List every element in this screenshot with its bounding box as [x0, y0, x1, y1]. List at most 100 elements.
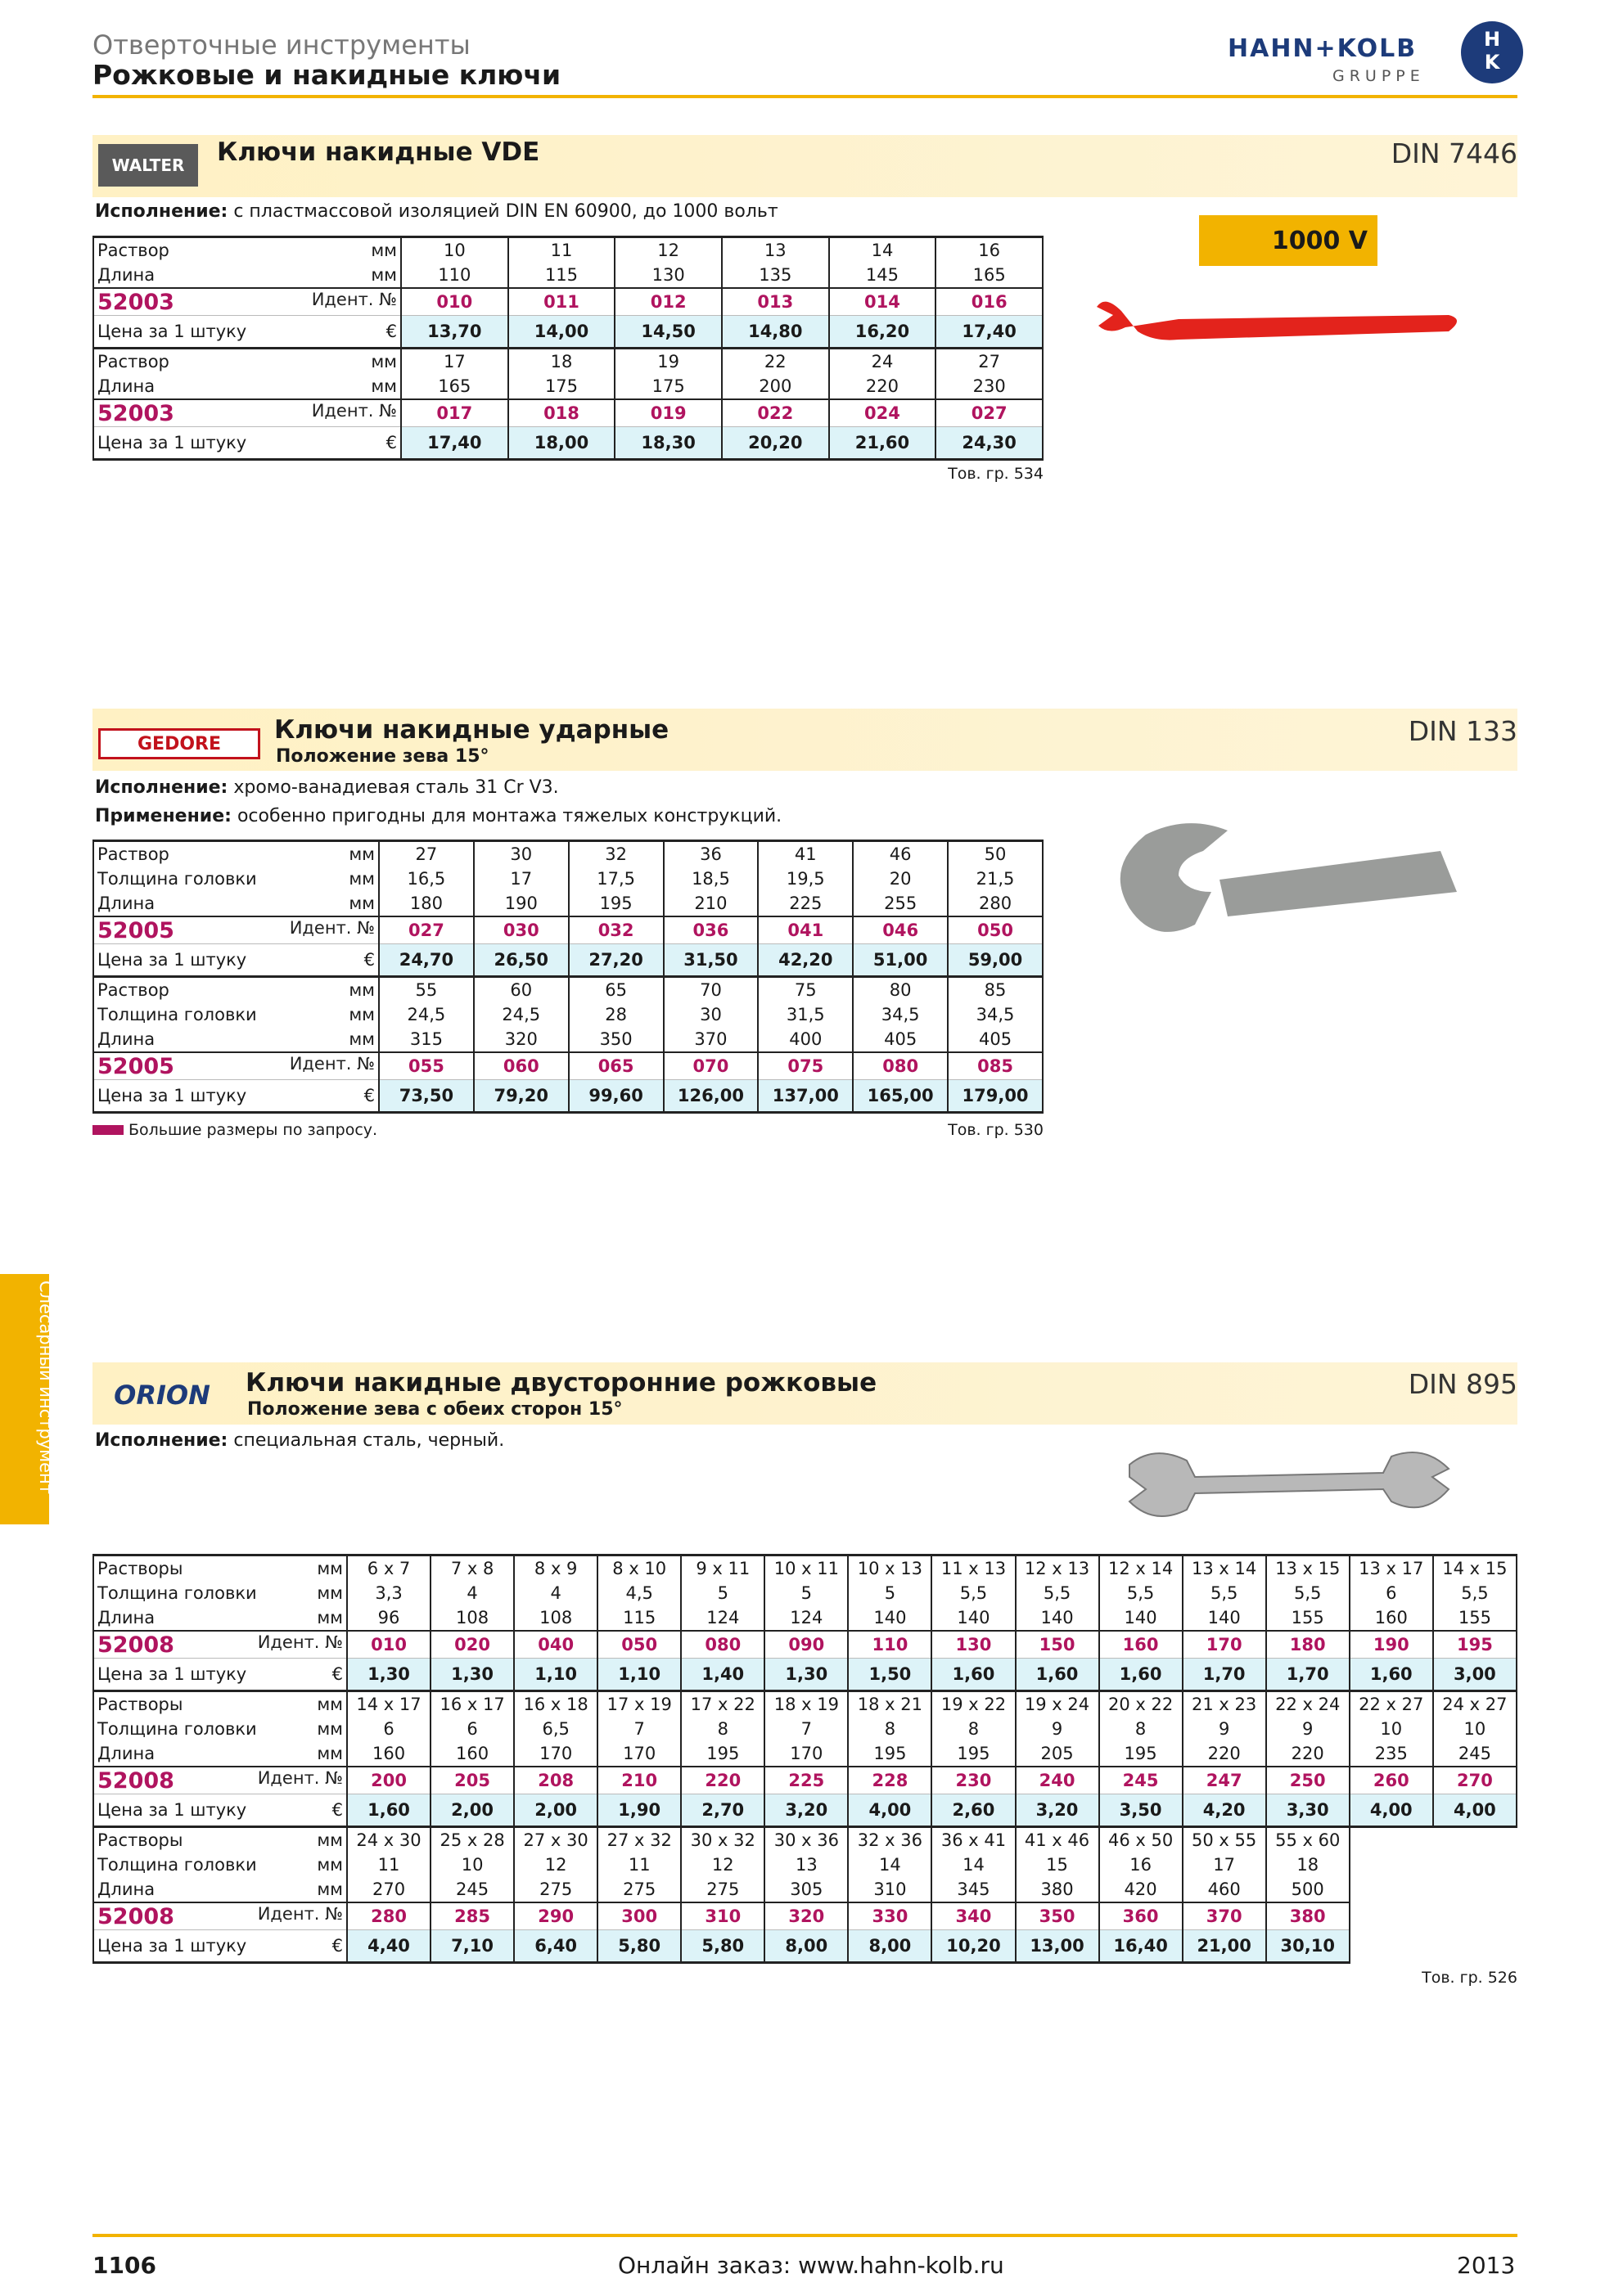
cell: 130: [614, 263, 723, 288]
cell: 5,5: [1181, 1581, 1267, 1605]
cell: 17 x 19: [597, 1690, 683, 1717]
cell: 110: [400, 263, 509, 288]
row-label: Растворы мм: [92, 1554, 348, 1581]
cell: 017: [400, 398, 509, 427]
row-label: 52008 Идент. №: [92, 1766, 348, 1794]
footnote: Большие размеры по запросу.: [92, 1121, 377, 1139]
note-label: Исполнение:: [95, 1430, 228, 1451]
label-text: 52003: [97, 400, 174, 426]
cell: 13: [764, 1853, 850, 1877]
cell: 075: [757, 1051, 854, 1080]
price-row: Цена за 1 штуку €24,70 26,50 27,20 31,50 42,2…: [92, 943, 1044, 978]
label-text: Длина: [97, 1029, 156, 1049]
cell: 115: [597, 1605, 683, 1631]
cell: 275: [513, 1877, 599, 1902]
cell: 170: [764, 1741, 850, 1767]
product-image: [1097, 301, 1457, 340]
cell: 160: [1098, 1630, 1183, 1659]
note: Применение: особенно пригодны для монтаж…: [95, 806, 782, 826]
cell: 11 x 13: [931, 1554, 1017, 1581]
spec-row: Толщина головки мм 24,5 24,5 28 30 31,5 34,5 34,…: [92, 1002, 1044, 1027]
cell: 13,00: [1014, 1929, 1100, 1964]
cell: 195: [680, 1741, 766, 1767]
cell: 18,30: [614, 426, 723, 461]
unit: Идент. №: [257, 1632, 343, 1652]
cell: 180: [378, 891, 475, 916]
spec-row: Толщина головки мм 16,5 17 17,5 18,5 19,5 20 21,…: [92, 867, 1044, 891]
cell: 24,70: [378, 943, 475, 978]
cell: 31,50: [662, 943, 760, 978]
cell: 16,5: [378, 867, 475, 891]
row-label: Цена за 1 штуку €: [92, 943, 380, 978]
cell: 5,5: [1431, 1581, 1518, 1605]
cell: 8: [931, 1717, 1017, 1741]
cell: 3,3: [345, 1581, 432, 1605]
arrow-icon: [92, 1125, 124, 1135]
row-label: Длина мм: [92, 374, 402, 399]
unit: мм: [371, 265, 397, 285]
unit: мм: [349, 894, 375, 913]
row-label: 52003 Идент. №: [92, 287, 402, 316]
cell: 380: [1014, 1877, 1100, 1902]
row-label: Раствор мм: [92, 840, 380, 867]
cell: 80: [852, 975, 949, 1002]
cell: 1,60: [931, 1658, 1017, 1692]
row-label: Длина мм: [92, 1605, 348, 1631]
cell: 17,5: [567, 867, 665, 891]
cell: 220: [1265, 1741, 1350, 1767]
unit: мм: [317, 1855, 343, 1875]
cell: 135: [720, 263, 830, 288]
section-band: [92, 709, 1517, 771]
cell: 32: [567, 840, 665, 867]
cell: 51,00: [852, 943, 949, 978]
cell: 9 x 11: [680, 1554, 766, 1581]
label-text: Толщина головки: [97, 1719, 257, 1739]
cell: 140: [1098, 1605, 1183, 1631]
label-text: Цена за 1 штуку: [97, 1936, 247, 1956]
label-text: Толщина головки: [97, 1005, 257, 1024]
cell: 4,00: [1348, 1794, 1434, 1828]
logo-letter: H: [1483, 28, 1501, 51]
cell: 41: [757, 840, 854, 867]
spec-row: Раствор мм 17 18 19 22 24 27: [92, 347, 1044, 374]
cell: 36: [662, 840, 760, 867]
row-label: Растворы мм: [92, 1826, 348, 1853]
label-text: Цена за 1 штуку: [97, 433, 247, 452]
price-row: Цена за 1 штуку €13,70 14,00 14,50 14,80 16,2…: [92, 315, 1044, 349]
spec-row: Раствор мм 10 11 12 13 14 16: [92, 236, 1044, 263]
cell: 17,40: [400, 426, 509, 461]
cell: 140: [931, 1605, 1017, 1631]
row-label: Цена за 1 штуку €: [92, 1079, 380, 1114]
cell: 228: [847, 1766, 933, 1794]
price-row: Цена за 1 штуку €1,30 1,30 1,10 1,10 1,40 1,30…: [92, 1658, 1518, 1692]
label-text: Длина: [97, 894, 156, 913]
cell: 27,20: [567, 943, 665, 978]
cell: 2,60: [931, 1794, 1017, 1828]
cell: 24: [827, 347, 937, 374]
cell: 230: [935, 374, 1044, 399]
cell: 17: [472, 867, 570, 891]
cell: 18,00: [507, 426, 616, 461]
cell: 400: [757, 1027, 854, 1052]
article-row: 52003 Идент. № 017 018 019 022 024 027: [92, 398, 1044, 427]
label-text: Цена за 1 штуку: [97, 1664, 247, 1684]
section-band: [92, 1362, 1517, 1425]
unit: мм: [317, 1583, 343, 1603]
cell: 126,00: [662, 1079, 760, 1114]
cell: 9: [1181, 1717, 1267, 1741]
cell: 041: [757, 916, 854, 944]
cell: 79,20: [472, 1079, 570, 1114]
cell: 179,00: [947, 1079, 1044, 1114]
product-image: [1128, 1452, 1450, 1517]
cell: 165,00: [852, 1079, 949, 1114]
row-label: Цена за 1 штуку €: [92, 426, 402, 461]
cell: 380: [1265, 1902, 1350, 1930]
cell: 6,40: [513, 1929, 599, 1964]
cell: 1,30: [345, 1658, 432, 1692]
cell: 040: [513, 1630, 599, 1659]
cell: 027: [935, 398, 1044, 427]
article-row: 52003 Идент. № 010 011 012 013 014 016: [92, 287, 1044, 316]
cell: 060: [472, 1051, 570, 1080]
cell: 305: [764, 1877, 850, 1902]
article-row: 52008 Идент. № 010 020 040 050 080 090 110 130 150…: [92, 1630, 1518, 1659]
